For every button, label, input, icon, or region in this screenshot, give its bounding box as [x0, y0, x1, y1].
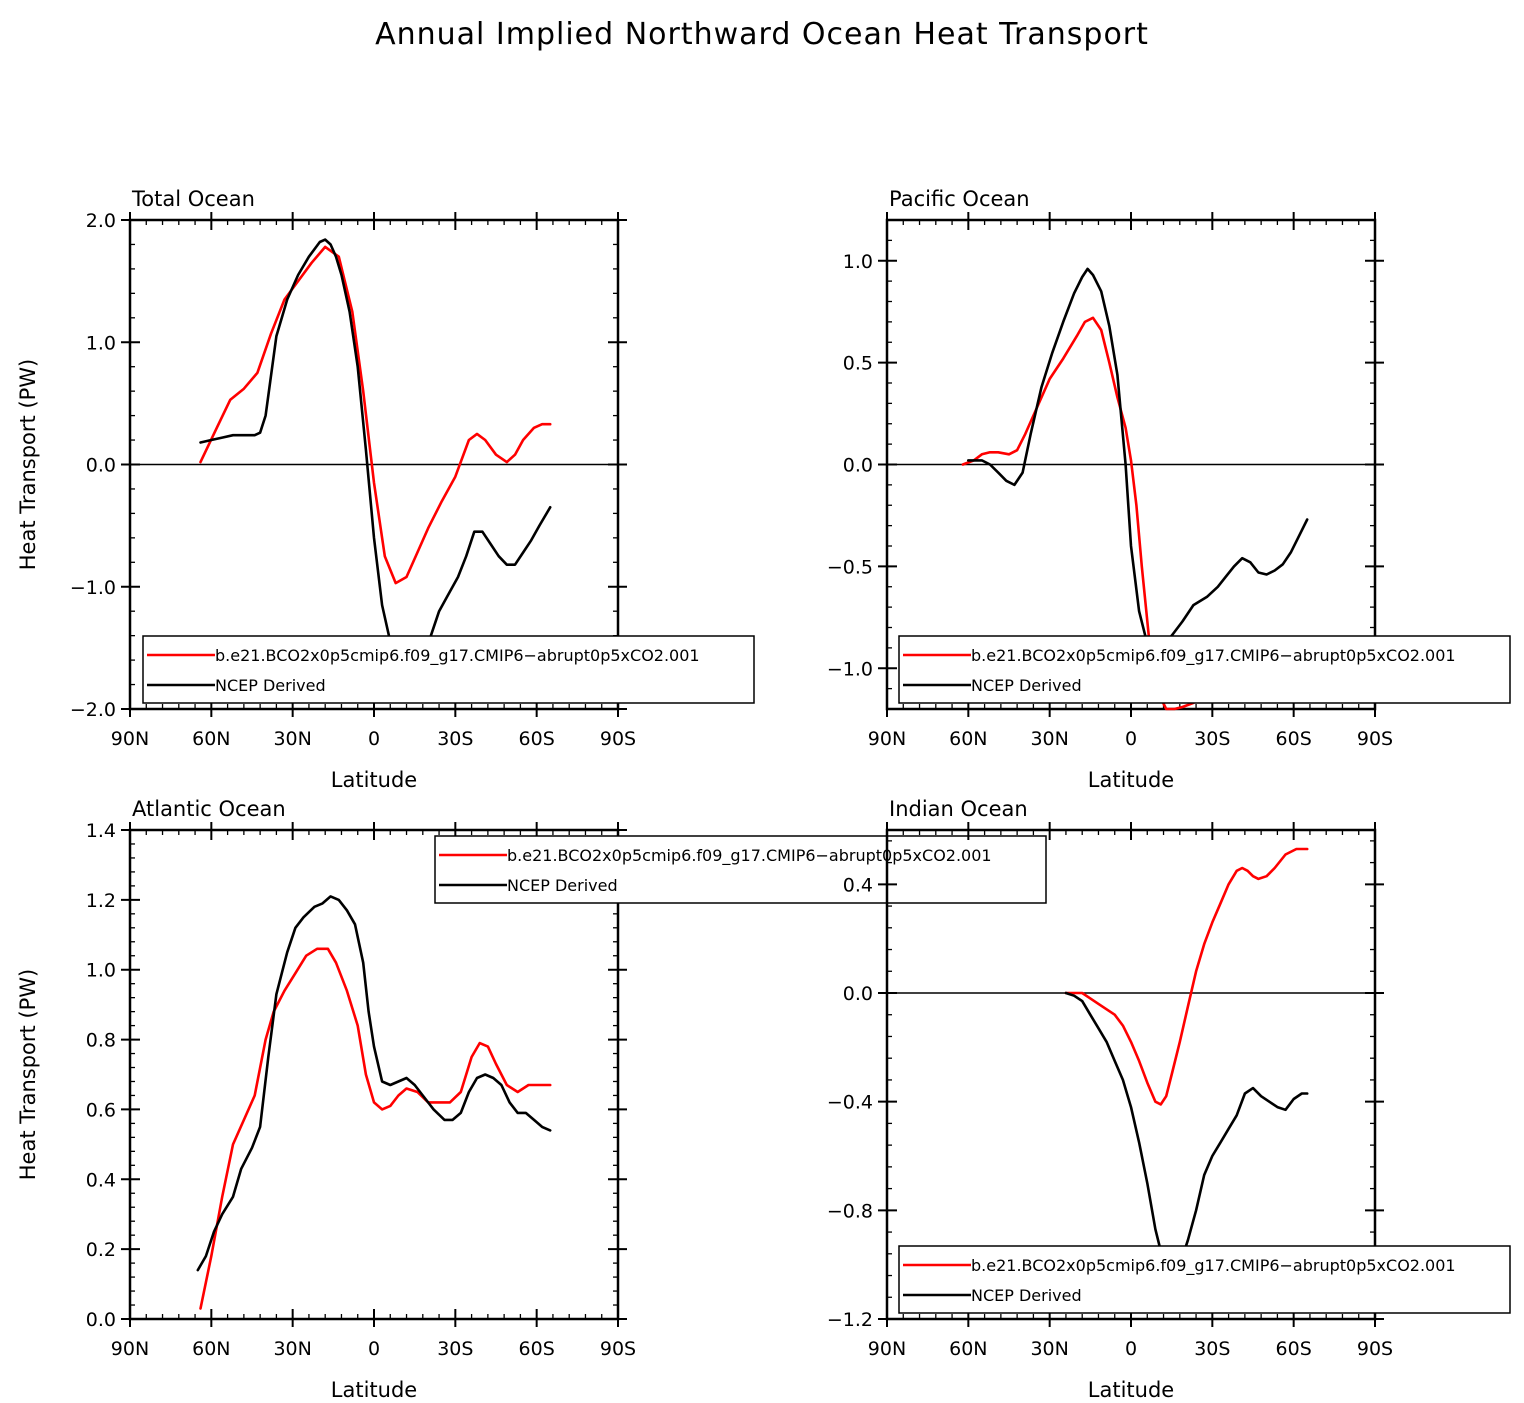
- figure-title: Annual Implied Northward Ocean Heat Tran…: [375, 17, 1149, 52]
- x-tick-label: 0: [1125, 728, 1137, 750]
- y-tick-label: −1.0: [70, 577, 116, 599]
- atlantic-ocean-panel: Atlantic Ocean 90N 60N 30N 0 30S 60S 90S 0.0 0.2 0…: [16, 797, 1047, 1402]
- x-tick-label: 0: [1125, 1338, 1137, 1360]
- y-tick-label: 1.4: [86, 820, 116, 842]
- model-series-line: [1064, 847, 1309, 1106]
- x-tick-label: 0: [368, 728, 380, 750]
- legend-box: [898, 635, 1511, 704]
- y-tick-label: 0.6: [86, 1099, 116, 1121]
- x-tick-label: 90N: [111, 728, 149, 750]
- y-tick-label: 0.8: [86, 1030, 116, 1052]
- x-tick-label: 60N: [949, 728, 987, 750]
- x-tick-label: 90N: [868, 1338, 906, 1360]
- x-axis-label: Latitude: [1088, 1378, 1174, 1402]
- x-axis-label: Latitude: [1088, 768, 1174, 792]
- y-tick-label: 0.0: [86, 455, 116, 477]
- x-tick-label: 90S: [600, 728, 636, 750]
- y-tick-label: 0.0: [843, 983, 873, 1005]
- legend-label: b.e21.BCO2x0p5cmip6.f09_g17.CMIP6−abrupt…: [971, 646, 1456, 666]
- x-tick-label: 60N: [949, 1338, 987, 1360]
- x-tick-label: 30N: [1030, 1338, 1068, 1360]
- y-tick-label: 0.2: [86, 1239, 116, 1261]
- total-ocean-title: Total Ocean: [131, 187, 255, 211]
- x-tick-label: 60S: [1276, 728, 1312, 750]
- x-tick-label: 30N: [273, 728, 311, 750]
- legend-label: b.e21.BCO2x0p5cmip6.f09_g17.CMIP6−abrupt…: [215, 646, 700, 666]
- pacific-ocean-title: Pacific Ocean: [889, 187, 1030, 211]
- model-series-line: [199, 245, 552, 585]
- x-tick-label: 30S: [437, 728, 473, 750]
- x-axis-label: Latitude: [331, 1378, 417, 1402]
- ncep-series-line: [196, 895, 552, 1272]
- y-tick-label: 0.0: [843, 455, 873, 477]
- y-tick-label: 1.0: [86, 332, 116, 354]
- model-series-line: [199, 947, 552, 1310]
- y-tick-label: 2.0: [86, 210, 116, 232]
- x-tick-label: 30S: [437, 1338, 473, 1360]
- x-tick-label: 30N: [273, 1338, 311, 1360]
- y-tick-label: 1.0: [86, 960, 116, 982]
- legend-label: NCEP Derived: [971, 676, 1082, 695]
- y-axis-label: Heat Transport (PW): [16, 359, 40, 571]
- x-tick-label: 60N: [192, 1338, 230, 1360]
- legend-box: [434, 835, 1047, 904]
- x-tick-label: 90N: [111, 1338, 149, 1360]
- ncep-series-line: [967, 267, 1309, 656]
- legend-label: NCEP Derived: [215, 676, 326, 695]
- x-tick-label: 60S: [1276, 1338, 1312, 1360]
- x-tick-label: 60N: [192, 728, 230, 750]
- y-tick-label: −0.4: [827, 1092, 873, 1114]
- y-tick-label: 0.0: [86, 1309, 116, 1331]
- x-tick-label: 60S: [519, 1338, 555, 1360]
- x-tick-label: 90S: [1357, 1338, 1393, 1360]
- x-tick-label: 0: [368, 1338, 380, 1360]
- y-tick-label: −1.2: [827, 1309, 873, 1331]
- x-tick-label: 90N: [868, 728, 906, 750]
- y-tick-label: 0.4: [86, 1169, 116, 1191]
- y-tick-label: 1.2: [86, 890, 116, 912]
- y-axis-label: Heat Transport (PW): [16, 969, 40, 1181]
- indian-ocean-title: Indian Ocean: [889, 797, 1028, 821]
- y-tick-label: −0.8: [827, 1200, 873, 1222]
- ncep-series-line: [199, 238, 552, 672]
- y-tick-label: −1.0: [827, 658, 873, 680]
- x-tick-label: 90S: [1357, 728, 1393, 750]
- legend-label: NCEP Derived: [971, 1286, 1082, 1305]
- pacific-ocean-panel: Pacific Ocean 90N 60N 30N 0 30S 60S 90S −1.0 −0.5…: [827, 187, 1511, 792]
- legend-label: NCEP Derived: [507, 876, 618, 895]
- total-ocean-panel: Total Ocean 90N 60N 30N 0 30S 60S 90S −2.0 −1.0 0.…: [16, 187, 755, 792]
- y-tick-label: −0.5: [827, 556, 873, 578]
- x-tick-label: 30N: [1030, 728, 1068, 750]
- y-tick-label: 1.0: [843, 251, 873, 273]
- indian-ocean-panel: Indian Ocean 90N 60N 30N 0 30S 60S 90S −1.2 −0.8 −…: [827, 797, 1511, 1402]
- x-axis-label: Latitude: [331, 768, 417, 792]
- y-tick-label: −2.0: [70, 699, 116, 721]
- x-tick-label: 30S: [1194, 728, 1230, 750]
- legend-label: b.e21.BCO2x0p5cmip6.f09_g17.CMIP6−abrupt…: [971, 1256, 1456, 1276]
- legend-label: b.e21.BCO2x0p5cmip6.f09_g17.CMIP6−abrupt…: [507, 846, 992, 866]
- x-tick-label: 30S: [1194, 1338, 1230, 1360]
- x-tick-label: 60S: [519, 728, 555, 750]
- legend-box: [142, 635, 755, 704]
- ncep-series-line: [1064, 991, 1309, 1277]
- legend-box: [898, 1245, 1511, 1314]
- y-tick-label: 0.4: [843, 874, 873, 896]
- y-tick-label: 0.5: [843, 353, 873, 375]
- x-tick-label: 90S: [600, 1338, 636, 1360]
- atlantic-ocean-title: Atlantic Ocean: [132, 797, 286, 821]
